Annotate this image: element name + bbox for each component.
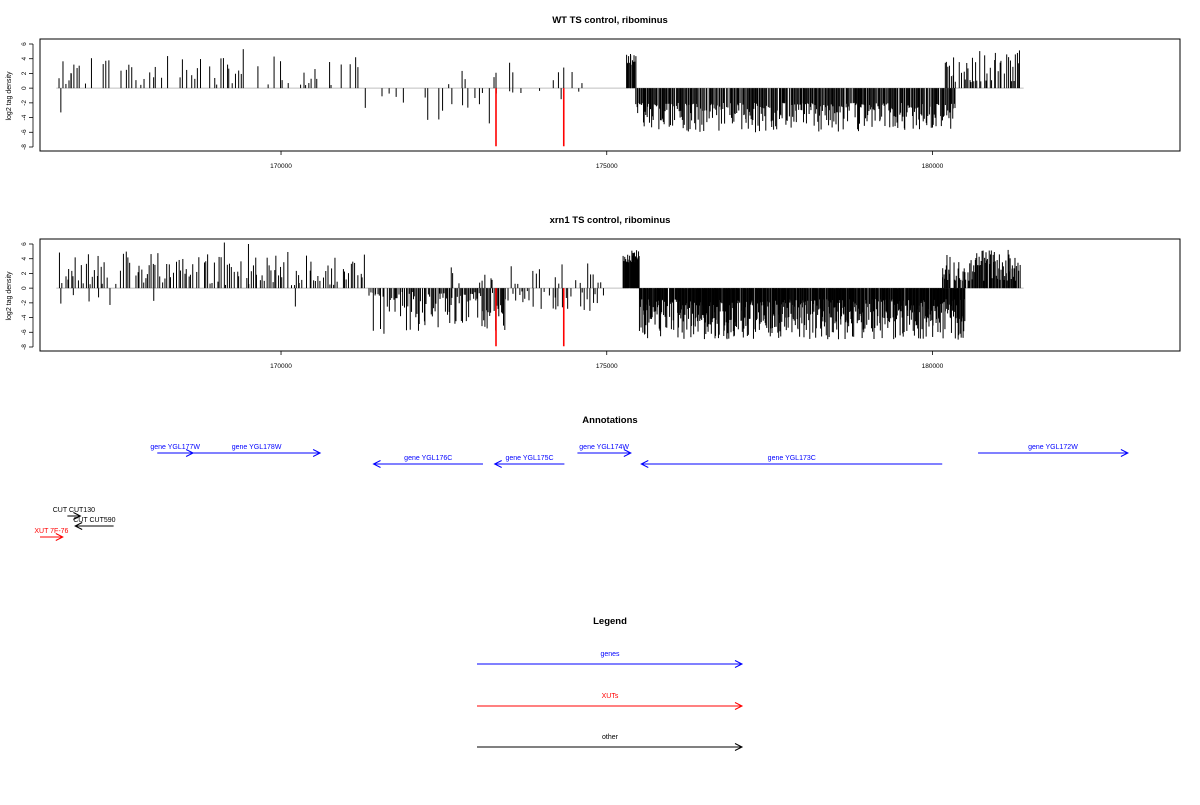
feature-label: gene YGL174W xyxy=(579,444,629,451)
annotation-tracks: gene YGL177W gene YGL178W gene YGL174W gene… xyxy=(34,444,1130,541)
y-tick-label: 4 xyxy=(21,57,28,61)
y-tick-label: -4 xyxy=(21,314,28,320)
feature-label: CUT CUT130 xyxy=(53,507,95,514)
panel-xrn1: xrn1 TS control, ribominus log2 tag dens… xyxy=(6,215,1181,370)
y-tick-label: -2 xyxy=(21,100,28,106)
feature-label: gene YGL172W xyxy=(1028,444,1078,451)
feature-label: CUT CUT590 xyxy=(73,517,115,524)
y-axis: 6 4 2 0 -2 -4 -6 -8 xyxy=(21,242,34,350)
x-tick-label: 170000 xyxy=(270,163,292,170)
y-tick-label: 6 xyxy=(21,42,28,46)
arrow-head-icon xyxy=(640,460,649,468)
y-axis: 6 4 2 0 -2 -4 -6 -8 xyxy=(21,42,34,150)
feature-label: gene YGL178W xyxy=(232,444,282,451)
y-tick-label: -8 xyxy=(21,144,28,150)
legend: Legend genes XUTs other xyxy=(477,616,744,751)
x-axis: 170000 175000 180000 xyxy=(270,351,944,370)
x-tick-label: 180000 xyxy=(922,363,944,370)
legend-label: genes xyxy=(600,651,620,658)
arrow-head-icon xyxy=(623,449,632,457)
y-tick-label: -4 xyxy=(21,114,28,120)
annotations-title: Annotations xyxy=(582,415,637,426)
y-axis-label: log2 tag density xyxy=(6,71,13,121)
plot-frame xyxy=(39,238,1181,352)
arrow-head-icon xyxy=(734,660,744,668)
y-tick-label: 2 xyxy=(21,271,28,275)
arrow-head-icon xyxy=(493,460,502,468)
arrow-head-icon xyxy=(1120,449,1130,457)
arrow-head-icon xyxy=(74,522,83,530)
y-tick-label: 4 xyxy=(21,257,28,261)
feature-label: XUT 7F-76 xyxy=(34,528,68,535)
y-tick-label: -8 xyxy=(21,344,28,350)
arrow-head-icon xyxy=(312,449,322,457)
legend-title: Legend xyxy=(593,616,627,627)
x-tick-label: 170000 xyxy=(270,363,292,370)
legend-label: other xyxy=(602,734,619,741)
arrow-head-icon xyxy=(372,460,381,468)
annotations-panel: Annotations gene YGL177W gene YGL178W gene… xyxy=(34,415,1130,541)
x-tick-label: 180000 xyxy=(922,163,944,170)
x-tick-label: 175000 xyxy=(596,163,618,170)
arrow-head-icon xyxy=(734,743,744,751)
panel-title: xrn1 TS control, ribominus xyxy=(550,215,671,226)
y-tick-label: 2 xyxy=(21,71,28,75)
y-axis-label: log2 tag density xyxy=(6,271,13,321)
y-tick-label: -2 xyxy=(21,300,28,306)
y-tick-label: -6 xyxy=(21,129,28,135)
feature-label: gene YGL177W xyxy=(150,444,200,451)
bar-marks xyxy=(56,242,1024,347)
arrow-head-icon xyxy=(734,702,744,710)
feature-label: gene YGL176C xyxy=(404,455,452,462)
x-axis: 170000 175000 180000 xyxy=(270,151,944,170)
y-tick-label: -6 xyxy=(21,329,28,335)
legend-items: genes XUTs other xyxy=(477,651,744,751)
panel-title: WT TS control, ribominus xyxy=(552,15,668,26)
x-tick-label: 175000 xyxy=(596,363,618,370)
arrow-head-icon xyxy=(55,533,64,541)
y-tick-label: 0 xyxy=(21,286,28,290)
arrow-head-icon xyxy=(73,512,82,520)
y-tick-label: 0 xyxy=(21,86,28,90)
feature-label: gene YGL173C xyxy=(768,455,816,462)
panel-wt: WT TS control, ribominus log2 tag densit… xyxy=(6,15,1181,170)
bar-marks xyxy=(56,49,1024,147)
plot-frame xyxy=(39,38,1181,152)
y-tick-label: 6 xyxy=(21,242,28,246)
feature-label: gene YGL175C xyxy=(505,455,553,462)
legend-label: XUTs xyxy=(602,693,619,700)
